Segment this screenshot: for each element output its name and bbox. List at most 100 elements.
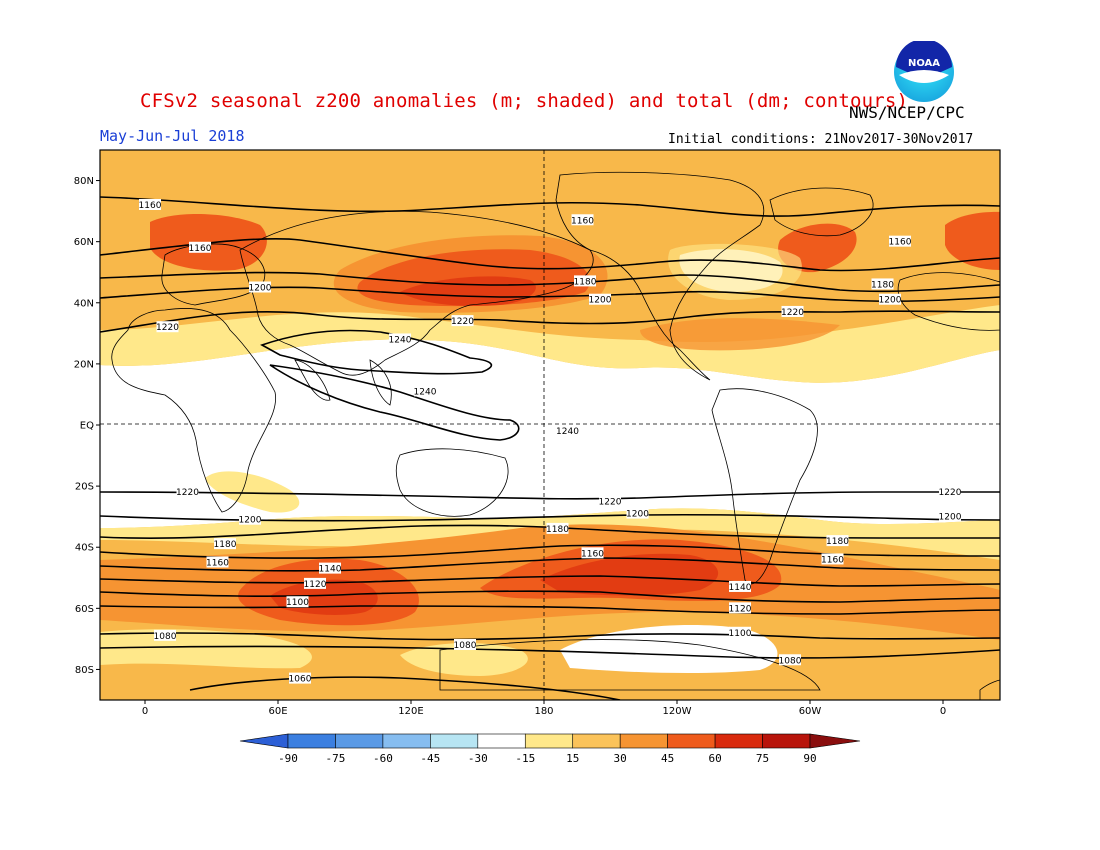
contour-label: 1240 [556,427,579,437]
contour-label: 1160 [821,555,844,565]
contour-label: 1180 [871,280,894,290]
lat-label: 20N [74,359,94,370]
colorbar-tick-label: -60 [373,752,393,765]
contour-label-bg [239,513,261,525]
colorbar-tick-label: 45 [661,752,674,765]
contour-label-bg [414,385,436,397]
colorbar-tick-label: 30 [614,752,627,765]
lat-label: EQ [80,421,94,432]
colorbar-tick-label: -30 [468,752,488,765]
contour-label-bg [214,538,236,550]
contour-label-bg [249,281,271,293]
contour-label: 1100 [729,629,752,639]
lon-label: 180 [534,706,553,717]
contour-label: 1220 [781,308,804,318]
height-contours [100,196,1000,700]
lat-label: 80S [75,665,94,676]
contour-label-bg [779,654,801,666]
contour-label-bg [729,626,751,638]
colorbar-swatch [430,733,479,749]
contour-label: 1220 [156,323,179,333]
contour-label: 1200 [626,510,649,520]
agency-label: NWS/NCEP/CPC [849,103,965,122]
contour-label-bg [156,321,179,333]
colorbar-right-arrow [809,733,861,749]
contour-label: 1180 [214,540,237,550]
contour-label-bg [289,672,311,684]
contour-label: 1200 [249,284,272,294]
lat-label: 40N [74,298,94,309]
contour-label: 1160 [571,216,594,226]
contour-label-bg [304,577,326,589]
contour-label: 1180 [546,525,569,535]
latitude-labels: 80N 60N 40N 20N EQ 20S 40S 60S 80S [74,176,100,676]
colorbar-tick-label: -90 [278,752,298,765]
contour-label-bg [319,562,341,574]
contour-label: 1160 [206,559,229,569]
contour-label: 1220 [176,488,199,498]
contour-label-bg [821,553,844,565]
season-label: May-Jun-Jul 2018 [100,127,245,145]
lat-label: 60S [75,604,94,615]
contour-label: 1220 [939,488,962,498]
contour-label: 1160 [889,238,912,248]
contour-label: 1180 [826,537,849,547]
lat-label: 20S [75,482,94,493]
colorbar-tick-label: 15 [566,752,579,765]
contour-label: 1140 [319,565,342,575]
colorbar-swatch [382,733,431,749]
contour-label: 1180 [574,277,597,287]
contour-label-bg [154,629,176,641]
contour-label-bg [781,305,804,317]
lat-label: 40S [75,543,94,554]
contour-label-bg [729,580,751,592]
contour-label: 1220 [599,497,622,507]
contour-label-bg [589,293,611,305]
contour-label-bg [189,241,211,253]
colorbar-swatch [667,733,716,749]
contour-label: 1200 [879,296,902,306]
lon-label: 120W [663,706,692,717]
colorbar-swatch [524,733,574,749]
lon-label: 0 [940,706,946,717]
contour-label: 1140 [729,583,752,593]
colorbar-tick-label: 90 [803,752,816,765]
lon-label: 60E [268,706,287,717]
contour-label: 1200 [939,513,962,523]
contour-label-bg [889,235,911,247]
colorbar-tick-label: 60 [708,752,721,765]
contour-label-bg [871,278,894,290]
contour-label-bg [546,522,569,534]
initial-conditions-label: Initial conditions: 21Nov2017-30Nov2017 [668,132,974,147]
contour-label-bg [574,275,596,287]
contour-label: 1120 [729,604,752,614]
noaa-logo-icon: NOAA [894,41,954,102]
contour-label: 1200 [239,516,262,526]
contour-label-bg [286,596,309,608]
contour-label-bg [451,315,474,327]
contour-label-bg [139,199,161,210]
colorbar-swatch [335,733,384,749]
contour-label: 1240 [414,387,437,397]
contour-label-bg [826,535,849,547]
contour-label: 1160 [189,244,212,254]
contour-label-bg [581,547,604,559]
colorbar-tick-label: 75 [756,752,769,765]
contour-label-bg [626,507,649,519]
lon-label: 120E [398,706,423,717]
contour-label-bg [729,602,751,614]
colorbar-swatch [714,733,763,749]
contour-label-bg [879,293,901,305]
colorbar-tick-label: -15 [515,752,535,765]
contour-label-bg [571,214,594,226]
contour-label-bg [454,639,476,650]
contour-label-bg [599,495,621,507]
longitude-labels: 0 60E 120E 180 120W 60W 0 [142,700,946,717]
colorbar-left-arrow [239,733,289,749]
anomaly-shading [100,150,1000,700]
contour-label-bg [389,333,411,345]
contour-label: 1060 [289,675,312,685]
contour-label-bg [939,486,961,498]
contour-label-bg [939,510,961,522]
